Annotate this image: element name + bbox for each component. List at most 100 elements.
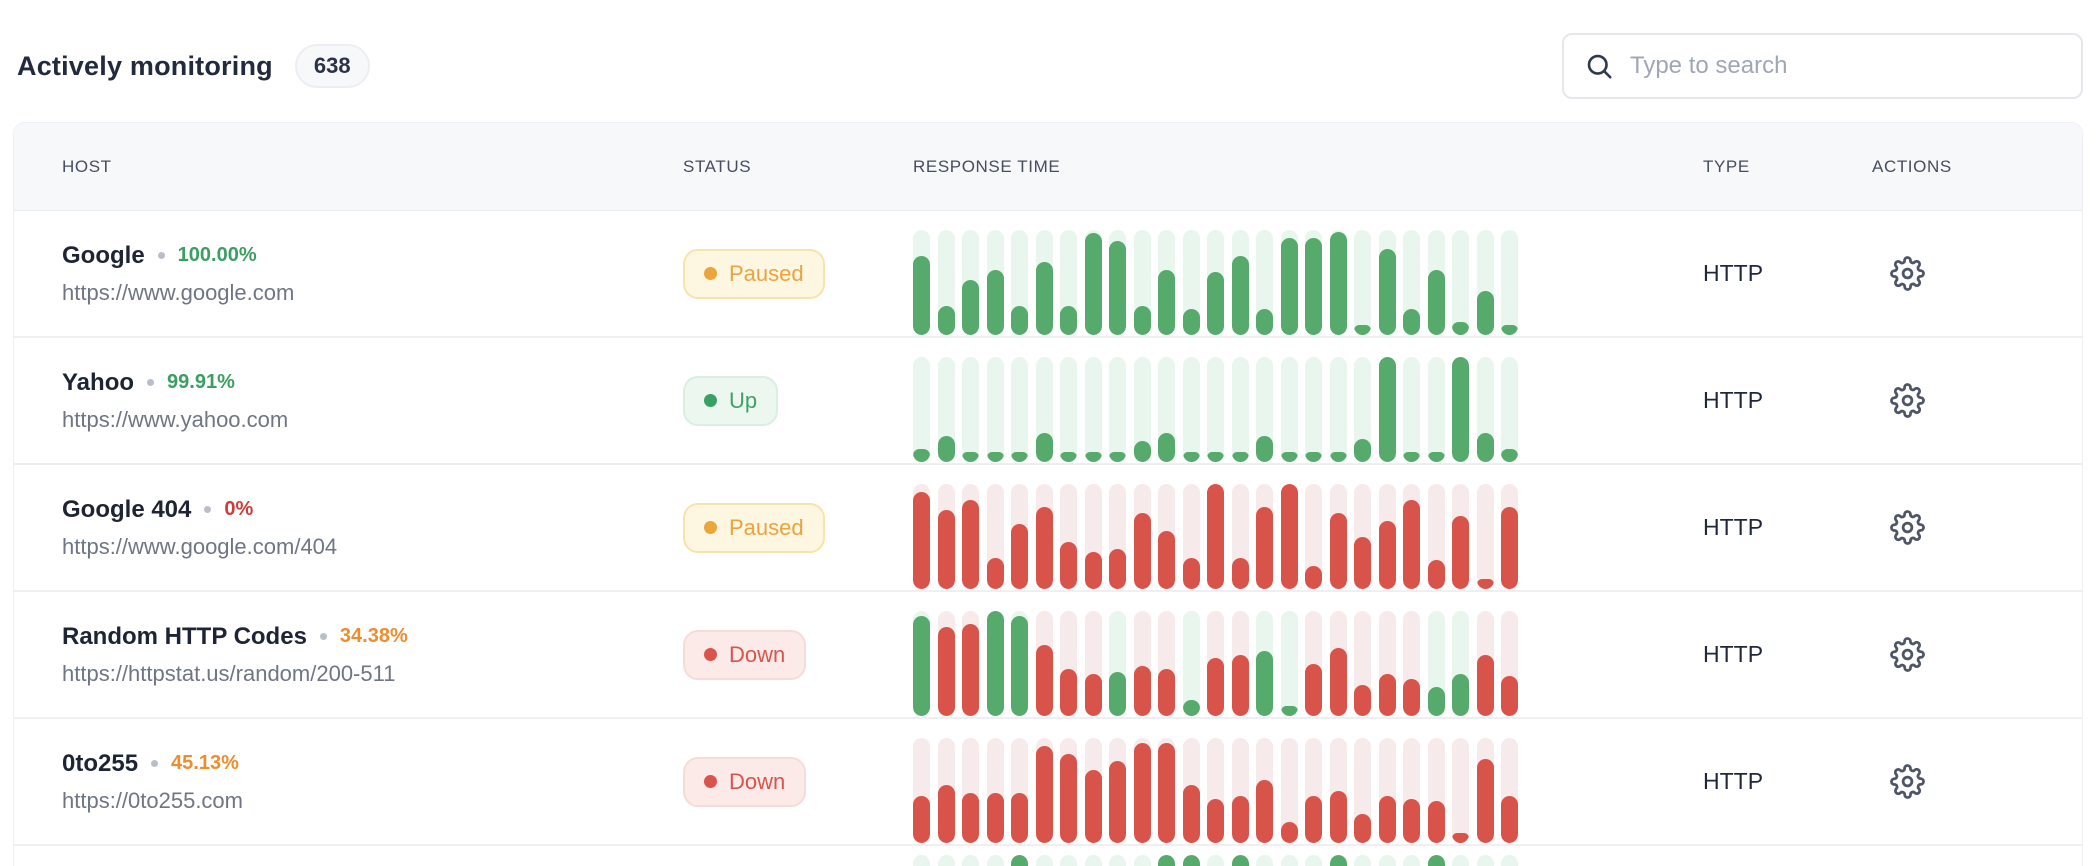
response-bar xyxy=(937,738,955,843)
host-url: https://www.google.com xyxy=(62,279,295,305)
response-bar xyxy=(986,357,1004,462)
response-bar xyxy=(1035,484,1053,589)
status-badge: Paused xyxy=(683,248,825,299)
column-header-actions: ACTIONS xyxy=(1872,156,1952,176)
monitor-type: HTTP xyxy=(1703,514,1764,540)
response-bar xyxy=(1109,484,1126,589)
response-bar xyxy=(1354,611,1371,716)
search-box[interactable] xyxy=(1562,33,2083,99)
response-bar xyxy=(1354,357,1371,462)
status-label: Down xyxy=(729,768,786,794)
host-name: Google xyxy=(62,241,145,269)
response-bar xyxy=(913,738,930,843)
response-bar xyxy=(962,484,979,589)
response-bar xyxy=(1158,738,1175,843)
settings-gear-button[interactable] xyxy=(1886,379,1929,422)
gear-icon xyxy=(1890,636,1925,672)
response-bar xyxy=(962,611,979,716)
table-row[interactable]: Google 100.00% https://www.google.com Pa… xyxy=(14,211,2082,338)
response-bar xyxy=(1084,611,1102,716)
response-bar xyxy=(1133,230,1151,335)
response-bar xyxy=(1305,611,1322,716)
settings-gear-button[interactable] xyxy=(1886,760,1929,803)
response-time-chart xyxy=(913,484,1703,589)
uptime-percentage: 99.91% xyxy=(167,371,235,393)
response-bar xyxy=(1231,484,1249,589)
table-header-row: HOST STATUS RESPONSE TIME TYPE ACTIONS xyxy=(14,123,2082,211)
status-cell: Down xyxy=(683,629,913,680)
response-bar xyxy=(1011,738,1028,843)
response-bar xyxy=(1207,230,1224,335)
response-bar xyxy=(913,611,930,716)
response-bar xyxy=(1378,611,1396,716)
status-cell: Paused xyxy=(683,248,913,299)
status-label: Paused xyxy=(729,514,804,540)
response-bar xyxy=(1329,855,1347,866)
status-dot xyxy=(704,267,717,280)
response-bar xyxy=(962,738,979,843)
response-bar xyxy=(1476,738,1494,843)
settings-gear-button[interactable] xyxy=(1886,633,1929,676)
table-row[interactable]: Random HTTP Codes 34.38% https://httpsta… xyxy=(14,592,2082,719)
response-time-chart xyxy=(913,738,1703,843)
response-bar xyxy=(1403,230,1420,335)
response-bar xyxy=(1182,855,1200,866)
response-bar xyxy=(1280,484,1298,589)
response-bar xyxy=(1329,357,1347,462)
response-time-chart xyxy=(913,855,1703,866)
response-bar xyxy=(1501,230,1518,335)
title-wrap: Actively monitoring 638 xyxy=(17,44,370,88)
response-bar xyxy=(1452,611,1469,716)
response-bar xyxy=(1231,230,1249,335)
host-cell: Google 100.00% https://www.google.com xyxy=(62,242,683,306)
response-bar xyxy=(1427,230,1445,335)
response-bar xyxy=(1378,484,1396,589)
response-time-chart xyxy=(913,611,1703,716)
response-bar xyxy=(1133,357,1151,462)
response-bar xyxy=(1109,230,1126,335)
response-bar xyxy=(1476,611,1494,716)
settings-gear-button[interactable] xyxy=(1886,252,1929,295)
response-bar xyxy=(1403,357,1420,462)
status-dot xyxy=(704,775,717,788)
response-bar xyxy=(1109,611,1126,716)
response-bar xyxy=(1060,357,1077,462)
response-bar xyxy=(1207,611,1224,716)
separator-dot xyxy=(157,252,165,259)
table-row[interactable]: 0to255 45.13% https://0to255.com Down HT… xyxy=(14,719,2082,846)
response-bar xyxy=(1158,230,1175,335)
response-bar xyxy=(1182,738,1200,843)
response-bar xyxy=(1452,855,1469,866)
gear-icon xyxy=(1890,763,1925,799)
response-bar xyxy=(913,855,930,866)
status-badge: Down xyxy=(683,756,807,807)
host-url: https://0to255.com xyxy=(62,787,243,813)
response-bar xyxy=(1084,855,1102,866)
response-bar xyxy=(1231,855,1249,866)
response-bar xyxy=(937,484,955,589)
status-dot xyxy=(704,521,717,534)
table-row[interactable]: Yahoo 99.91% https://www.yahoo.com Up HT… xyxy=(14,338,2082,465)
search-input[interactable] xyxy=(1630,35,2061,97)
response-bar xyxy=(1329,611,1347,716)
separator-dot xyxy=(319,633,327,640)
response-bar xyxy=(937,855,955,866)
host-cell: 0to255 45.13% https://0to255.com xyxy=(62,750,683,814)
column-header-status: STATUS xyxy=(683,156,752,176)
response-time-chart xyxy=(913,357,1703,462)
response-bar xyxy=(1133,738,1151,843)
status-cell: Up xyxy=(683,375,913,426)
response-bar xyxy=(1354,230,1371,335)
gear-icon xyxy=(1890,509,1925,545)
response-bar xyxy=(1280,738,1298,843)
settings-gear-button[interactable] xyxy=(1886,506,1929,549)
table-row[interactable]: Google 404 0% https://www.google.com/404… xyxy=(14,465,2082,592)
table-row[interactable] xyxy=(14,846,2082,866)
monitor-type: HTTP xyxy=(1703,768,1764,794)
response-bar xyxy=(1207,484,1224,589)
response-bar xyxy=(1476,855,1494,866)
response-bar xyxy=(1256,738,1273,843)
response-bar xyxy=(1231,357,1249,462)
status-label: Down xyxy=(729,641,786,667)
response-bar xyxy=(1403,855,1420,866)
